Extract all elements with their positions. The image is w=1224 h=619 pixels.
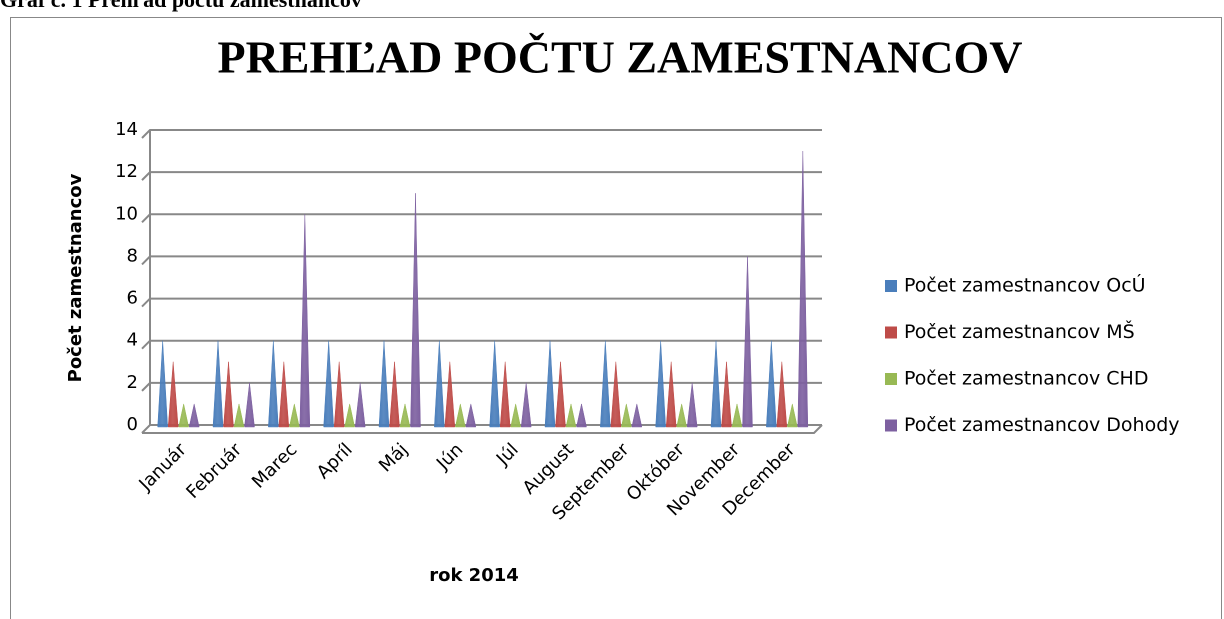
bar — [710, 340, 722, 428]
y-tick-label: 12 — [115, 161, 138, 182]
legend-swatch — [885, 280, 897, 292]
bar — [354, 382, 366, 428]
bar — [797, 151, 809, 428]
legend-swatch — [885, 326, 897, 339]
bar — [299, 214, 311, 428]
bar — [378, 340, 390, 428]
bar — [455, 403, 466, 428]
bar — [323, 340, 334, 428]
caption: Graf č. 1 Prehľad počtu zamestnancov — [0, 0, 362, 12]
bar — [399, 403, 411, 428]
grid-line — [141, 129, 822, 139]
x-tick-label: Máj — [375, 439, 412, 476]
bar — [742, 256, 753, 428]
x-tick-label: Jún — [432, 439, 467, 474]
y-tick-label: 10 — [115, 203, 138, 224]
bar — [686, 382, 698, 428]
floor — [142, 424, 823, 434]
bar — [444, 361, 456, 428]
bar — [233, 403, 245, 428]
bar — [188, 403, 200, 428]
y-tick-label: 14 — [115, 119, 138, 140]
bar — [333, 361, 345, 428]
bar — [610, 361, 622, 428]
bar — [244, 382, 255, 428]
bar — [434, 340, 445, 428]
bar — [721, 361, 732, 428]
bar — [731, 403, 743, 428]
grid-line — [141, 171, 822, 181]
grid-line — [141, 339, 822, 350]
x-tick-label: Marec — [248, 439, 301, 492]
y-tick-label: 8 — [127, 245, 138, 266]
bar — [178, 403, 189, 428]
legend-label: Počet zamestnancov OcÚ — [904, 273, 1146, 297]
bar — [655, 340, 666, 428]
bar — [600, 340, 611, 428]
chart-title: PREHĽAD POČTU ZAMESTNANCOV — [217, 32, 1022, 83]
bar — [499, 361, 511, 428]
legend-swatch — [885, 373, 897, 385]
bar — [787, 403, 798, 428]
y-tick-label: 4 — [127, 330, 138, 351]
legend-label: Počet zamestnancov MŠ — [904, 319, 1135, 343]
bar — [389, 361, 400, 428]
y-axis-label: Počet zamestnancov — [65, 173, 86, 382]
grid-line — [141, 381, 822, 392]
bar — [465, 403, 477, 428]
x-axis-label: rok 2014 — [429, 565, 519, 586]
bar — [555, 361, 566, 428]
bar — [544, 340, 556, 428]
bar — [268, 340, 279, 428]
bar — [289, 403, 300, 428]
bar — [489, 340, 500, 428]
bar — [223, 361, 234, 428]
x-tick-label: Február — [182, 439, 246, 503]
bar — [621, 403, 632, 428]
grid-line — [141, 255, 822, 266]
grid-line — [141, 424, 822, 434]
bar — [631, 403, 643, 428]
y-tick-label: 6 — [127, 288, 138, 309]
bar — [665, 361, 677, 428]
bar — [776, 361, 788, 428]
bar — [510, 403, 521, 428]
grid-line — [141, 213, 822, 223]
legend-label: Počet zamestnancov CHD — [904, 368, 1148, 390]
bar — [344, 403, 355, 428]
x-tick-label: Apríl — [313, 439, 357, 483]
bar — [520, 382, 532, 428]
chart-frame — [10, 17, 1222, 619]
bar — [410, 193, 421, 428]
bar — [766, 340, 777, 428]
bar — [212, 340, 224, 428]
bar — [167, 361, 179, 428]
bar — [676, 403, 687, 428]
y-tick-label: 2 — [127, 372, 138, 393]
bar — [278, 361, 290, 428]
legend-swatch — [885, 419, 897, 432]
bar — [576, 403, 587, 428]
legend-label: Počet zamestnancov Dohody — [904, 414, 1180, 436]
bar — [565, 403, 577, 428]
x-tick-label: Júl — [492, 439, 523, 470]
y-tick-label: 0 — [127, 414, 138, 435]
grid-line — [141, 297, 822, 308]
bar — [157, 340, 168, 428]
